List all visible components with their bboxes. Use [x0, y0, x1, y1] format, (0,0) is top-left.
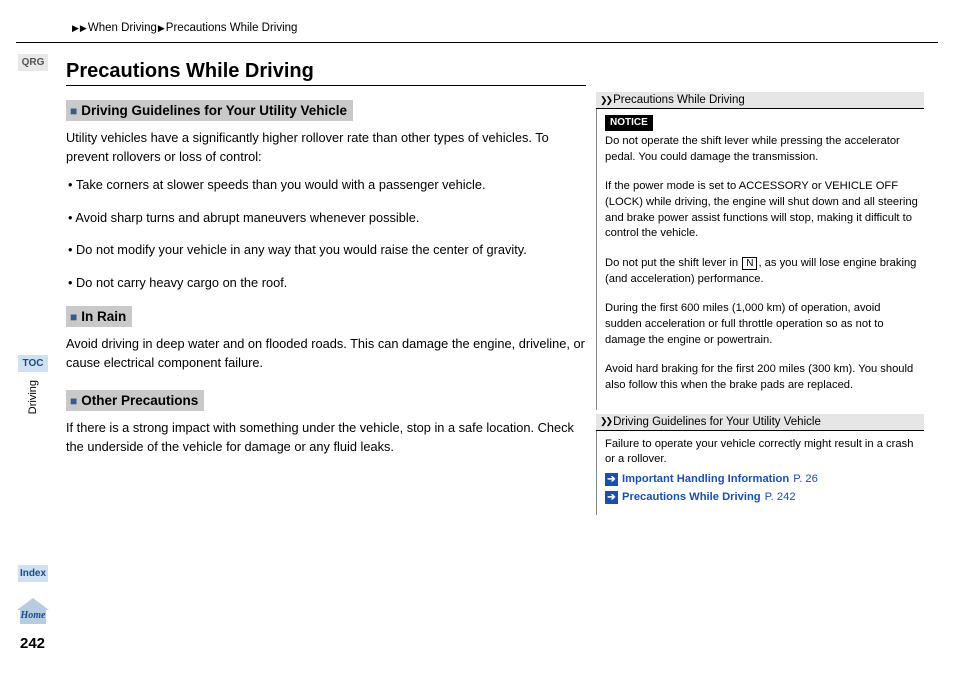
note-heading-text: Precautions While Driving — [613, 94, 745, 106]
body-text: Avoid driving in deep water and on flood… — [66, 335, 586, 372]
note-body: NOTICE Do not operate the shift lever wh… — [596, 109, 924, 410]
note-text: If the power mode is set to ACCESSORY or… — [605, 179, 920, 242]
body-text: If there is a strong impact with somethi… — [66, 419, 586, 456]
body-text: Utility vehicles have a significantly hi… — [66, 129, 586, 166]
breadcrumb-arrow: ▶ — [158, 23, 165, 34]
section-heading: ■ Driving Guidelines for Your Utility Ve… — [66, 100, 353, 121]
section-heading: ■ Other Precautions — [66, 390, 204, 411]
section-heading-text: Driving Guidelines for Your Utility Vehi… — [81, 103, 347, 118]
section-heading-text: Other Precautions — [81, 393, 198, 408]
link-page: P. 26 — [793, 472, 818, 488]
breadcrumb-arrow: ▶ — [72, 23, 79, 34]
gear-n-box: N — [742, 257, 757, 270]
link-page: P. 242 — [765, 490, 796, 506]
page-title: Precautions While Driving — [66, 60, 586, 86]
square-bullet-icon: ■ — [70, 105, 77, 117]
double-arrow-icon: ❯❯ — [600, 416, 611, 427]
section-heading-text: In Rain — [81, 309, 126, 324]
note-text: Do not put the shift lever in N, as you … — [605, 256, 920, 287]
square-bullet-icon: ■ — [70, 311, 77, 323]
breadcrumb-arrow: ▶ — [80, 23, 87, 34]
section-heading: ■ In Rain — [66, 306, 132, 327]
square-bullet-icon: ■ — [70, 395, 77, 407]
sidebar: QRG TOC Driving Index Home — [16, 54, 50, 624]
link-text: Precautions While Driving — [622, 490, 761, 506]
home-label: Home — [20, 609, 46, 624]
link-text: Important Handling Information — [622, 472, 789, 488]
sidebar-section-label: Driving — [27, 380, 39, 414]
notice-badge: NOTICE — [605, 115, 653, 131]
note-heading: ❯❯ Driving Guidelines for Your Utility V… — [596, 414, 924, 431]
main-content: Precautions While Driving ■ Driving Guid… — [66, 60, 586, 466]
bullet-item: Do not carry heavy cargo on the roof. — [66, 274, 586, 293]
cross-ref-link[interactable]: ➔ Precautions While Driving P. 242 — [605, 490, 920, 506]
breadcrumb-seg: Precautions While Driving — [166, 22, 298, 34]
note-heading: ❯❯ Precautions While Driving — [596, 92, 924, 109]
tab-toc[interactable]: TOC — [18, 355, 48, 372]
bullet-item: Take corners at slower speeds than you w… — [66, 176, 586, 195]
breadcrumb: ▶ ▶ When Driving ▶ Precautions While Dri… — [72, 22, 297, 34]
tab-qrg[interactable]: QRG — [18, 54, 48, 71]
double-arrow-icon: ❯❯ — [600, 95, 611, 106]
note-heading-text: Driving Guidelines for Your Utility Vehi… — [613, 416, 821, 428]
bullet-item: Do not modify your vehicle in any way th… — [66, 241, 586, 260]
cross-ref-link[interactable]: ➔ Important Handling Information P. 26 — [605, 472, 920, 488]
tab-index[interactable]: Index — [18, 565, 48, 582]
note-text: Avoid hard braking for the first 200 mil… — [605, 362, 920, 393]
bullet-item: Avoid sharp turns and abrupt maneuvers w… — [66, 209, 586, 228]
note-body: Failure to operate your vehicle correctl… — [596, 431, 924, 516]
note-text: Failure to operate your vehicle correctl… — [605, 437, 920, 468]
link-arrow-icon: ➔ — [605, 491, 618, 504]
note-text: During the first 600 miles (1,000 km) of… — [605, 301, 920, 348]
link-arrow-icon: ➔ — [605, 473, 618, 486]
tab-home[interactable]: Home — [17, 598, 49, 624]
note-text-span: Do not put the shift lever in — [605, 257, 741, 269]
note-text: Do not operate the shift lever while pre… — [605, 134, 920, 165]
page-number: 242 — [20, 635, 45, 652]
breadcrumb-seg: When Driving — [88, 22, 157, 34]
sidebar-notes: ❯❯ Precautions While Driving NOTICE Do n… — [596, 92, 924, 515]
divider — [16, 42, 938, 43]
